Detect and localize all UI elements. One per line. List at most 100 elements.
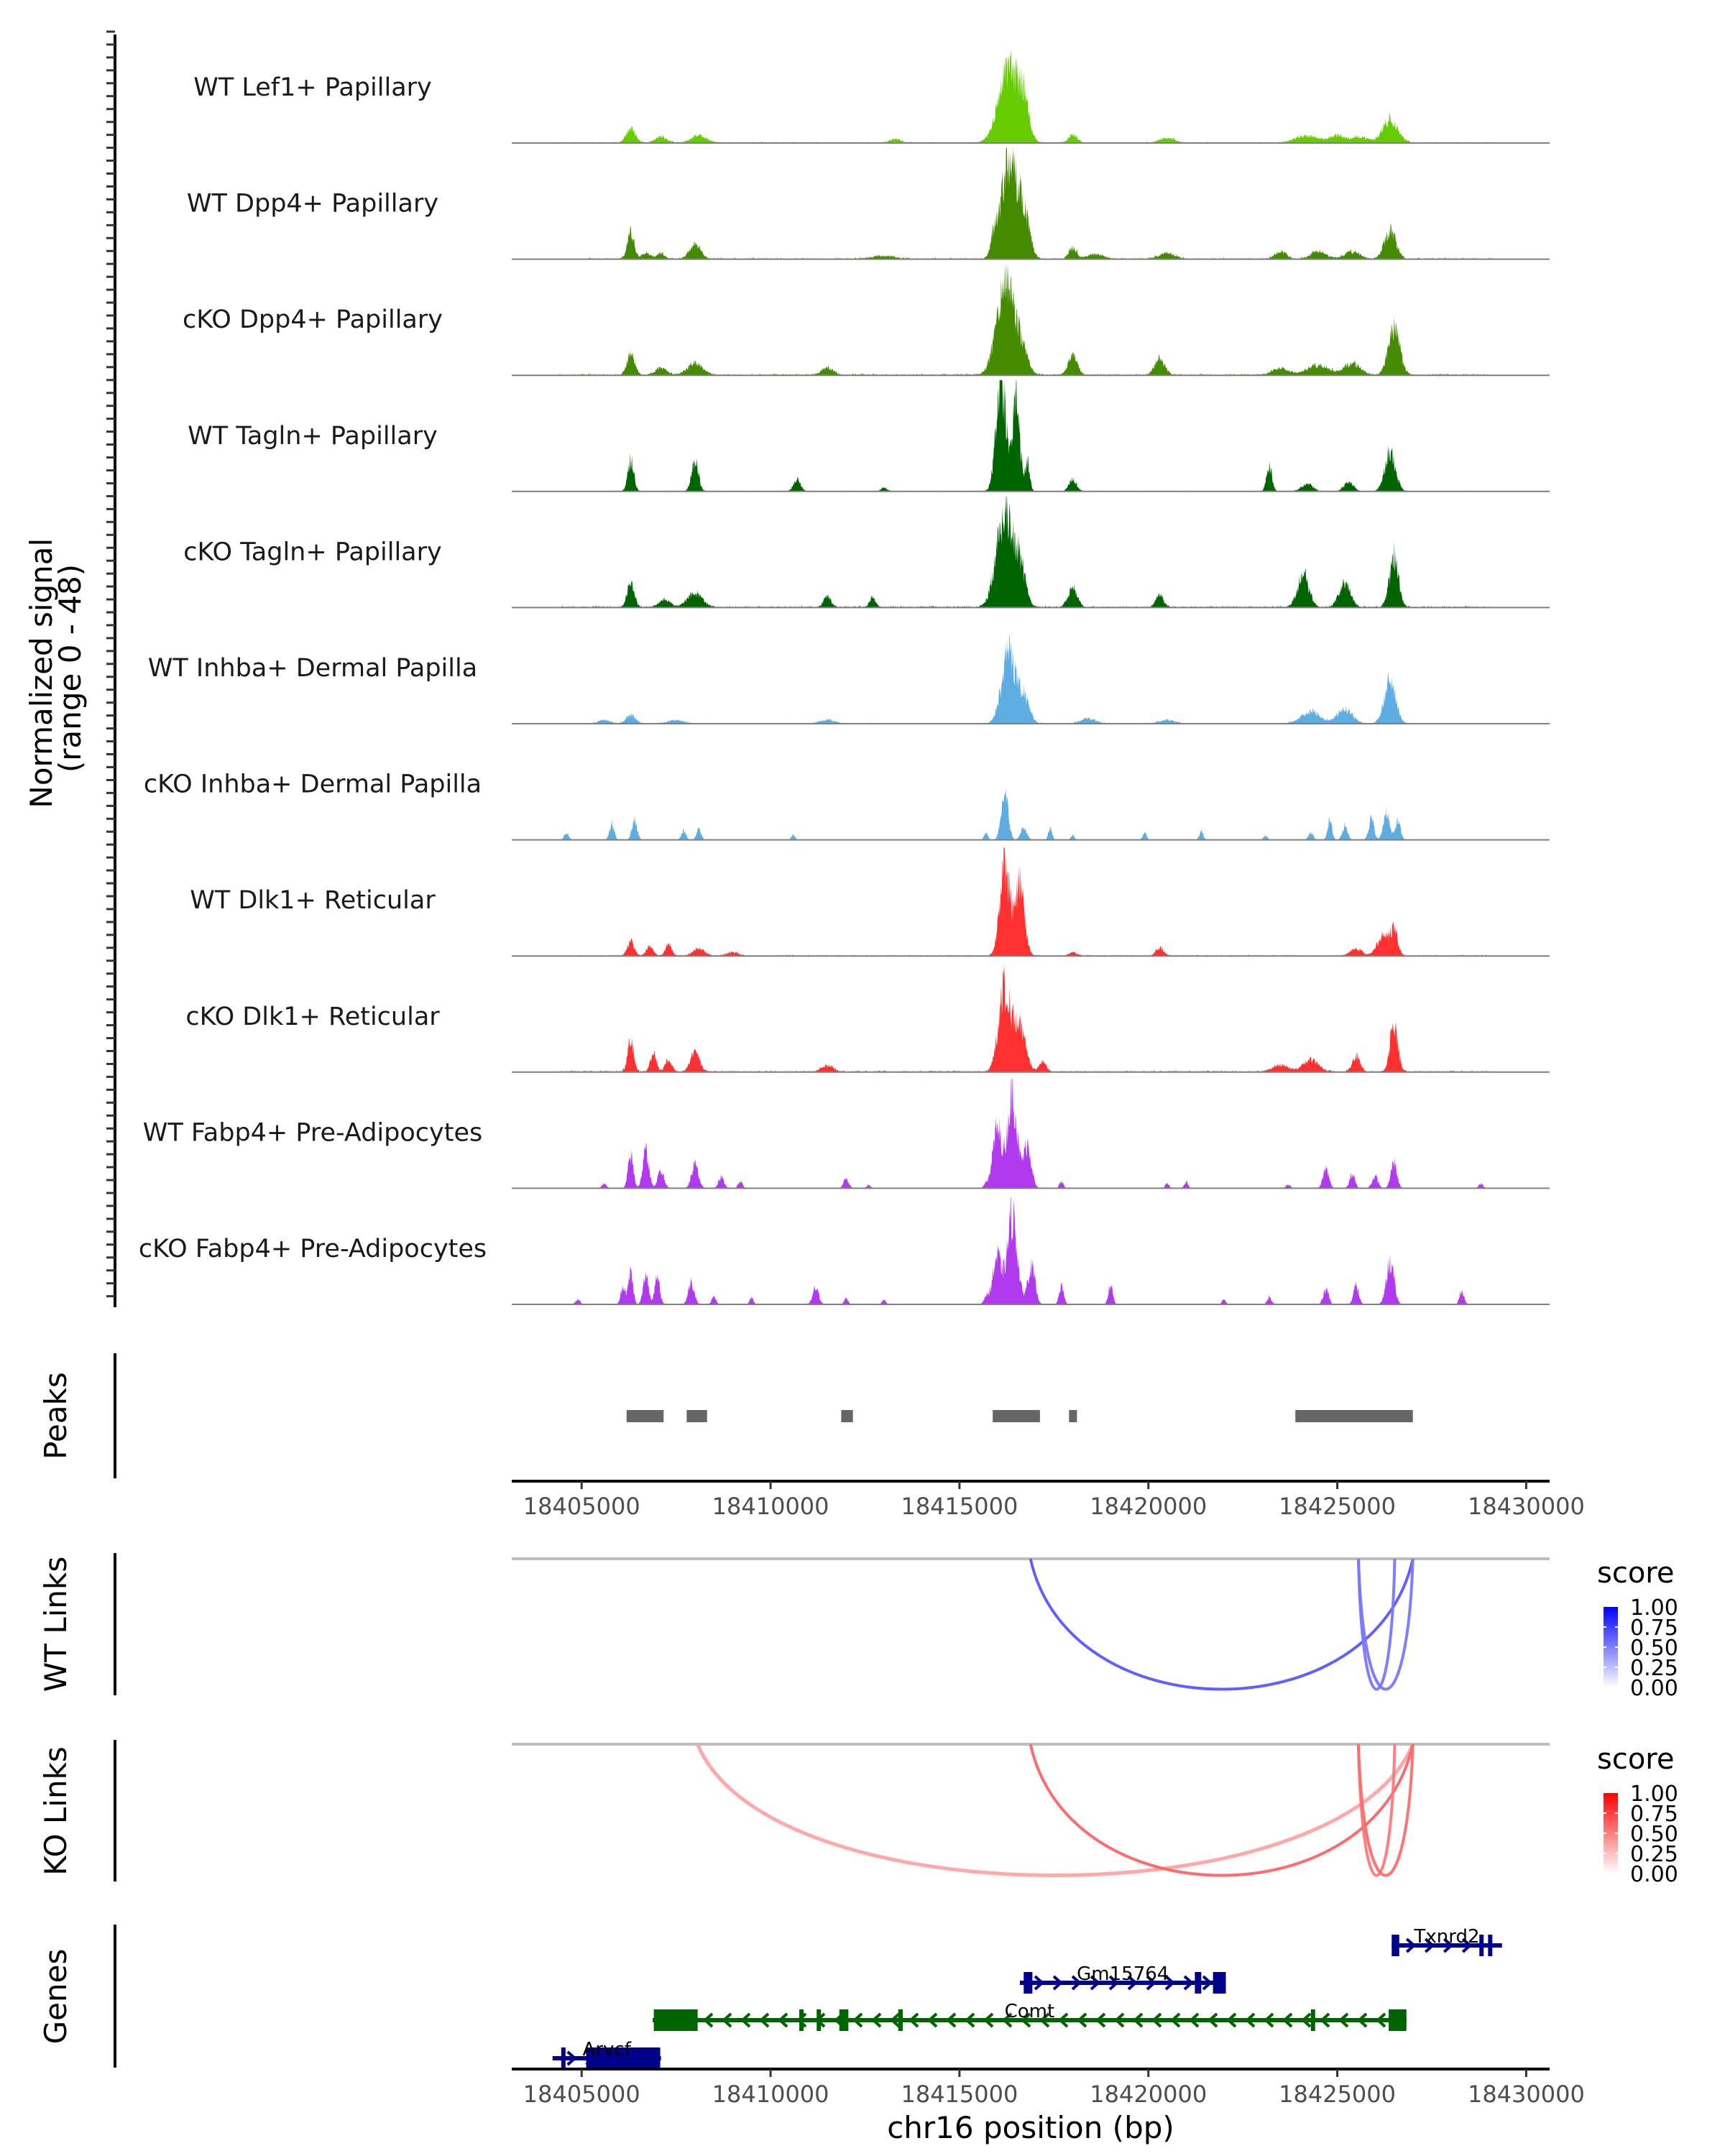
strand-arrow xyxy=(759,2012,770,2028)
strand-arrow xyxy=(1095,2012,1106,2028)
peaks-x-axis: 18405000 18410000 18415000 18420000 18425000… xyxy=(512,1480,1585,1520)
peak-region xyxy=(841,1410,853,1422)
gene-exon xyxy=(561,2047,566,2069)
strand-arrow xyxy=(1320,2012,1330,2028)
strand-arrow xyxy=(1021,2012,1031,2028)
link-arc xyxy=(1357,1558,1414,1691)
legend-tick-label: 0.50 xyxy=(1630,1636,1678,1661)
coverage-area xyxy=(558,1077,1493,1189)
coverage-area xyxy=(558,379,1493,492)
strand-arrow xyxy=(1202,1975,1213,1991)
x-axis-title: chr16 position (bp) xyxy=(887,2110,1174,2145)
link-arc xyxy=(1357,1743,1414,1877)
coverage-track: WT Dlk1+ Reticular xyxy=(190,846,1550,957)
strand-arrow xyxy=(1245,2012,1256,2028)
coverage-area xyxy=(558,1197,1493,1304)
wt-links-panel: WT Links score 1.000.750.500.250.00 xyxy=(38,1553,1678,1701)
gene-exon xyxy=(799,2009,804,2031)
coverage-y-label: Normalized signal (range 0 - 48) xyxy=(24,528,88,808)
coverage-area xyxy=(558,49,1493,143)
wt-links-label: WT Links xyxy=(38,1557,73,1692)
link-arc xyxy=(696,1743,1415,1877)
gene-label: Gm15764 xyxy=(1077,1963,1169,1985)
gene-exon xyxy=(1213,1972,1226,1994)
ko-score-legend: score 1.000.750.500.250.00 xyxy=(1597,1743,1678,1887)
peak-region xyxy=(686,1410,707,1422)
strand-arrow xyxy=(740,2012,751,2028)
legend-tick-label: 0.25 xyxy=(1630,1842,1678,1867)
gene-model: Arvcf xyxy=(552,2039,661,2069)
strand-arrow xyxy=(1090,1975,1101,1991)
legend-tick-label: 1.00 xyxy=(1630,1782,1678,1807)
coverage-area xyxy=(558,788,1417,840)
gene-label: Arvcf xyxy=(583,2039,632,2060)
ko-links-label: KO Links xyxy=(38,1746,73,1876)
coverage-track: cKO Dpp4+ Papillary xyxy=(183,264,1550,377)
coverage-track: WT Inhba+ Dermal Papilla xyxy=(148,633,1550,724)
strand-arrow xyxy=(1208,2012,1218,2028)
strand-arrow xyxy=(1108,1975,1120,1991)
legend-tick-label: 0.75 xyxy=(1630,1802,1678,1827)
gene-models: Txnrd2 Gm15764 Comt Arvcf xyxy=(552,1926,1502,2069)
ko-link-arcs xyxy=(696,1743,1415,1877)
coverage-track: WT Fabp4+ Pre-Adipocytes xyxy=(143,1077,1550,1189)
gene-exon xyxy=(653,2009,698,2031)
strand-arrow xyxy=(1357,2012,1368,2028)
strand-arrow xyxy=(1338,2012,1349,2028)
strand-arrow xyxy=(1226,2012,1237,2028)
track-label: WT Dpp4+ Papillary xyxy=(187,190,438,218)
strand-arrow xyxy=(1077,2012,1087,2028)
gene-exon xyxy=(1195,1972,1202,1994)
link-arc xyxy=(1029,1558,1414,1691)
strand-arrow xyxy=(1164,1975,1176,1991)
coverage-y-ticks xyxy=(106,30,115,1298)
strand-arrow xyxy=(871,2012,882,2028)
strand-arrow xyxy=(983,2012,994,2028)
gene-exon xyxy=(1488,1935,1493,1956)
strand-arrow xyxy=(927,2012,938,2028)
coverage-y-label-line2: (range 0 - 48) xyxy=(52,564,88,773)
gene-exon xyxy=(1389,2009,1407,2031)
strand-arrow xyxy=(1133,2012,1144,2028)
ko-links-panel: KO Links score 1.000.750.500.250.00 xyxy=(38,1740,1678,1887)
x-tick-label: 18425000 xyxy=(1279,2081,1396,2108)
legend-tick-label: 0.00 xyxy=(1630,1676,1678,1701)
x-tick-label: 18405000 xyxy=(523,2081,640,2108)
x-tick-label: 18415000 xyxy=(901,2081,1018,2108)
gene-exon xyxy=(898,2009,903,2031)
x-tick-label: 18430000 xyxy=(1468,1493,1585,1520)
strand-arrow xyxy=(965,2012,975,2028)
coverage-area xyxy=(558,846,1493,957)
coverage-track: cKO Fabp4+ Pre-Adipocytes xyxy=(139,1197,1550,1305)
strand-arrow xyxy=(1114,2012,1125,2028)
strand-arrow xyxy=(1039,2012,1050,2028)
strand-arrow xyxy=(1146,1975,1157,1991)
peak-region xyxy=(1295,1410,1413,1422)
strand-arrow xyxy=(1461,1938,1473,1953)
x-tick-label: 18410000 xyxy=(712,2081,829,2108)
x-tick-label: 18405000 xyxy=(523,1493,640,1520)
strand-arrow xyxy=(1264,2012,1274,2028)
x-tick-label: 18420000 xyxy=(1090,1493,1207,1520)
coverage-y-label-line1: Normalized signal xyxy=(24,538,59,808)
coverage-area xyxy=(581,147,1493,259)
gene-exon xyxy=(839,2009,849,2031)
gene-exon xyxy=(1024,1972,1033,1994)
peak-bars xyxy=(626,1410,1413,1422)
strand-arrow xyxy=(1071,1975,1082,1991)
coverage-track: cKO Inhba+ Dermal Papilla xyxy=(144,770,1550,841)
legend-colorbar xyxy=(1604,1793,1618,1874)
track-label: cKO Fabp4+ Pre-Adipocytes xyxy=(139,1235,487,1263)
strand-arrow xyxy=(1002,2012,1013,2028)
coverage-track: cKO Dlk1+ Reticular xyxy=(185,962,1550,1073)
coverage-area xyxy=(558,496,1493,608)
strand-arrow xyxy=(1376,2012,1386,2028)
wt-link-arcs xyxy=(1029,1558,1414,1691)
strand-arrow xyxy=(1151,2012,1162,2028)
gene-exon xyxy=(816,2009,822,2031)
link-arc xyxy=(1029,1743,1414,1877)
x-tick-label: 18430000 xyxy=(1468,2081,1585,2108)
track-label: WT Inhba+ Dermal Papilla xyxy=(148,654,477,683)
strand-arrow xyxy=(946,2012,957,2028)
track-label: cKO Dpp4+ Papillary xyxy=(183,305,443,334)
